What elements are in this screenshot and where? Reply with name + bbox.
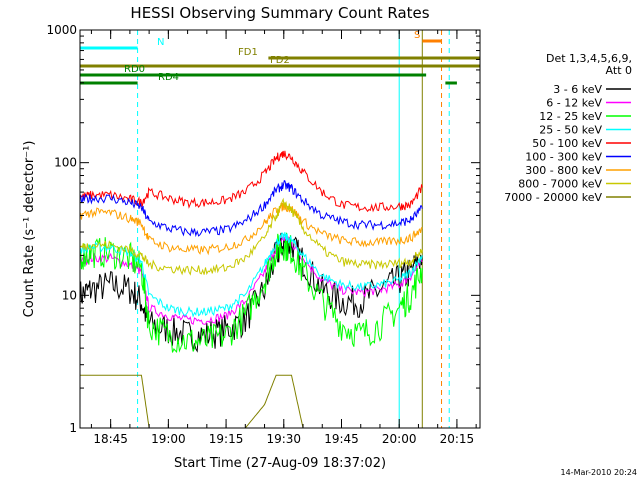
x-tick-label: 18:45 [93, 432, 128, 446]
series-line [80, 180, 423, 238]
x-tick-label: 19:00 [151, 432, 186, 446]
legend-header: Det 1,3,4,5,6,9, [546, 52, 632, 65]
flag-label: FD2 [270, 55, 290, 66]
legend-entry-label: 100 - 300 keV [525, 151, 602, 164]
legend-entry-label: 6 - 12 keV [546, 97, 602, 110]
y-tick-label: 100 [54, 156, 77, 170]
timestamp: 14-Mar-2010 20:24 [561, 468, 638, 477]
legend-entry-label: 7000 - 20000 keV [504, 191, 602, 204]
series-line [80, 197, 423, 276]
flag-label: S [414, 30, 420, 41]
flag-label: RD0 [124, 64, 145, 75]
x-tick-label: 19:30 [266, 432, 301, 446]
series-line [80, 201, 423, 256]
series-line [80, 232, 423, 353]
series-line [80, 232, 423, 354]
flag-label: N [157, 37, 164, 48]
legend-entry-label: 50 - 100 keV [532, 137, 602, 150]
y-tick-label: 10 [62, 288, 77, 302]
legend-entry-label: 25 - 50 keV [539, 124, 602, 137]
y-axis: 1 10 100 1000 [46, 23, 480, 435]
legend-entry-label: 3 - 6 keV [553, 83, 602, 96]
x-tick-label: 19:15 [209, 432, 244, 446]
x-axis: 18:45 19:00 19:15 19:30 19:45 20:00 20:15 [90, 30, 477, 446]
y-tick-label: 1 [69, 421, 77, 435]
legend-entry-label: 800 - 7000 keV [518, 178, 602, 191]
legend-entry-label: 12 - 25 keV [539, 110, 602, 123]
x-axis-label: Start Time (27-Aug-09 18:37:02) [174, 456, 386, 471]
flag-label: RD4 [158, 72, 179, 83]
series-lines [80, 150, 423, 428]
x-tick-label: 19:45 [324, 432, 359, 446]
series-line [80, 374, 423, 428]
plot-frame [79, 29, 481, 429]
legend-header: Att 0 [606, 64, 632, 77]
mode-change-lines [80, 30, 450, 428]
series-line [80, 150, 423, 213]
series-line [80, 235, 423, 326]
flag-bars: N S FD1 FD2 RD0 RD4 [79, 30, 480, 85]
y-tick-label: 1000 [46, 23, 77, 37]
x-tick-label: 20:00 [382, 432, 417, 446]
x-tick-label: 20:15 [440, 432, 475, 446]
flag-label: FD1 [238, 47, 258, 58]
y-axis-label: Count Rate (s⁻¹ detector⁻¹) [22, 141, 37, 318]
chart-title: HESSI Observing Summary Count Rates [130, 4, 429, 22]
legend-entry-label: 300 - 800 keV [525, 164, 602, 177]
